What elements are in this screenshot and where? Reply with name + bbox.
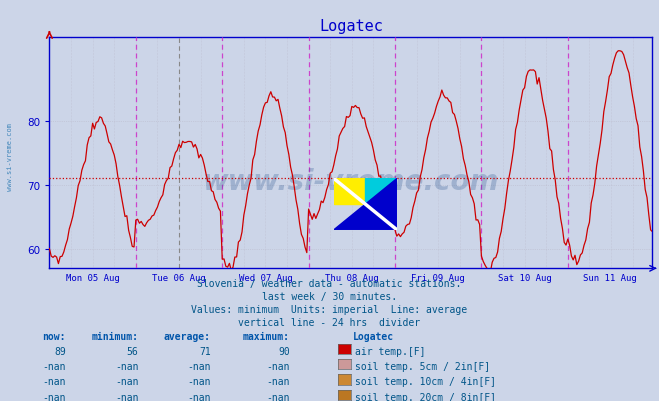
Text: -nan: -nan — [115, 392, 138, 401]
Text: vertical line - 24 hrs  divider: vertical line - 24 hrs divider — [239, 317, 420, 327]
Polygon shape — [334, 179, 365, 205]
Text: 71: 71 — [199, 346, 211, 356]
Text: -nan: -nan — [266, 392, 290, 401]
Text: www.si-vreme.com: www.si-vreme.com — [7, 122, 13, 190]
Text: air temp.[F]: air temp.[F] — [355, 346, 426, 356]
Text: soil temp. 5cm / 2in[F]: soil temp. 5cm / 2in[F] — [355, 361, 490, 371]
Text: -nan: -nan — [266, 361, 290, 371]
Text: 89: 89 — [54, 346, 66, 356]
Text: -nan: -nan — [42, 361, 66, 371]
Text: -nan: -nan — [187, 392, 211, 401]
Text: -nan: -nan — [42, 377, 66, 387]
Text: -nan: -nan — [115, 361, 138, 371]
Text: 90: 90 — [278, 346, 290, 356]
Text: Logatec: Logatec — [353, 331, 393, 341]
Text: soil temp. 20cm / 8in[F]: soil temp. 20cm / 8in[F] — [355, 392, 496, 401]
Title: Logatec: Logatec — [319, 19, 383, 34]
Text: -nan: -nan — [187, 361, 211, 371]
Text: -nan: -nan — [115, 377, 138, 387]
Text: -nan: -nan — [42, 392, 66, 401]
Polygon shape — [365, 179, 397, 205]
Text: soil temp. 10cm / 4in[F]: soil temp. 10cm / 4in[F] — [355, 377, 496, 387]
Text: maximum:: maximum: — [243, 331, 290, 341]
Text: Values: minimum  Units: imperial  Line: average: Values: minimum Units: imperial Line: av… — [191, 304, 468, 314]
Polygon shape — [334, 179, 397, 230]
Text: minimum:: minimum: — [92, 331, 138, 341]
Text: www.si-vreme.com: www.si-vreme.com — [203, 167, 499, 195]
Text: last week / 30 minutes.: last week / 30 minutes. — [262, 292, 397, 302]
Text: -nan: -nan — [187, 377, 211, 387]
Text: 56: 56 — [127, 346, 138, 356]
Text: now:: now: — [42, 331, 66, 341]
Text: average:: average: — [164, 331, 211, 341]
Text: -nan: -nan — [266, 377, 290, 387]
Text: Slovenia / weather data - automatic stations.: Slovenia / weather data - automatic stat… — [197, 279, 462, 289]
